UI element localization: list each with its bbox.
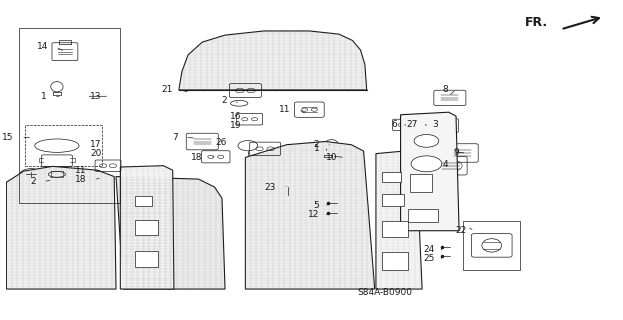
Bar <box>410 174 432 193</box>
Text: 19: 19 <box>230 121 242 130</box>
Polygon shape <box>179 31 367 90</box>
Text: 4: 4 <box>443 160 449 169</box>
Bar <box>135 251 158 267</box>
Text: 17: 17 <box>90 140 102 149</box>
Text: 12: 12 <box>308 210 319 219</box>
Bar <box>25 125 102 166</box>
Text: 2: 2 <box>313 140 319 149</box>
Polygon shape <box>6 166 116 289</box>
Text: 24: 24 <box>423 245 434 254</box>
Circle shape <box>411 156 442 172</box>
Bar <box>382 252 408 270</box>
Polygon shape <box>116 177 225 289</box>
Text: 22: 22 <box>456 226 467 235</box>
Bar <box>408 209 437 222</box>
Text: 3: 3 <box>432 120 437 129</box>
Text: 7: 7 <box>172 132 178 141</box>
Polygon shape <box>401 112 459 231</box>
Text: 16: 16 <box>230 112 242 121</box>
Text: 1: 1 <box>40 92 47 101</box>
Circle shape <box>282 182 295 189</box>
Text: 5: 5 <box>313 201 319 210</box>
Bar <box>464 220 520 270</box>
Bar <box>19 28 120 203</box>
Text: 15: 15 <box>2 133 14 142</box>
Polygon shape <box>245 141 374 289</box>
Text: 2: 2 <box>31 177 36 186</box>
Bar <box>382 172 401 182</box>
Text: 6: 6 <box>392 120 397 129</box>
Text: 11: 11 <box>280 105 291 114</box>
Text: 13: 13 <box>90 92 102 101</box>
Text: FR.: FR. <box>525 17 548 29</box>
Text: 26: 26 <box>216 138 227 147</box>
Text: 20: 20 <box>90 149 102 158</box>
Bar <box>135 196 152 206</box>
Polygon shape <box>120 166 174 289</box>
Bar <box>135 220 158 235</box>
Text: 9: 9 <box>454 148 459 157</box>
Text: 21: 21 <box>161 85 173 94</box>
Text: 2: 2 <box>221 96 227 105</box>
Polygon shape <box>376 151 422 289</box>
Text: 18: 18 <box>191 153 202 162</box>
Text: 10: 10 <box>326 153 338 162</box>
Bar <box>382 221 408 237</box>
Text: 8: 8 <box>443 85 449 94</box>
Text: 18: 18 <box>75 175 87 184</box>
Bar <box>382 194 404 206</box>
Text: 14: 14 <box>37 42 48 52</box>
Text: 1: 1 <box>313 144 319 153</box>
Text: S84A-B0900: S84A-B0900 <box>358 288 412 297</box>
Circle shape <box>414 134 439 147</box>
Text: 25: 25 <box>423 254 434 263</box>
Text: 27: 27 <box>406 120 418 129</box>
Text: 23: 23 <box>265 183 276 192</box>
Text: 11: 11 <box>75 166 87 175</box>
